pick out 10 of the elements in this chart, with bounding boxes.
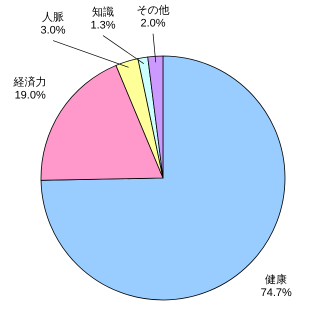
data-label: 1.3% bbox=[90, 20, 116, 32]
slice-label: 経済力 bbox=[12, 75, 47, 88]
data-label: 2.0% bbox=[140, 18, 166, 30]
slice-label: 人脈 bbox=[42, 10, 64, 24]
data-label: 74.7% bbox=[260, 287, 292, 300]
data-label: 19.0% bbox=[14, 89, 46, 102]
data-label: 3.0% bbox=[40, 24, 66, 37]
slice-label: 健康 bbox=[265, 273, 288, 286]
slice-label: 知識 bbox=[92, 6, 114, 19]
slice-label: その他 bbox=[136, 4, 170, 17]
